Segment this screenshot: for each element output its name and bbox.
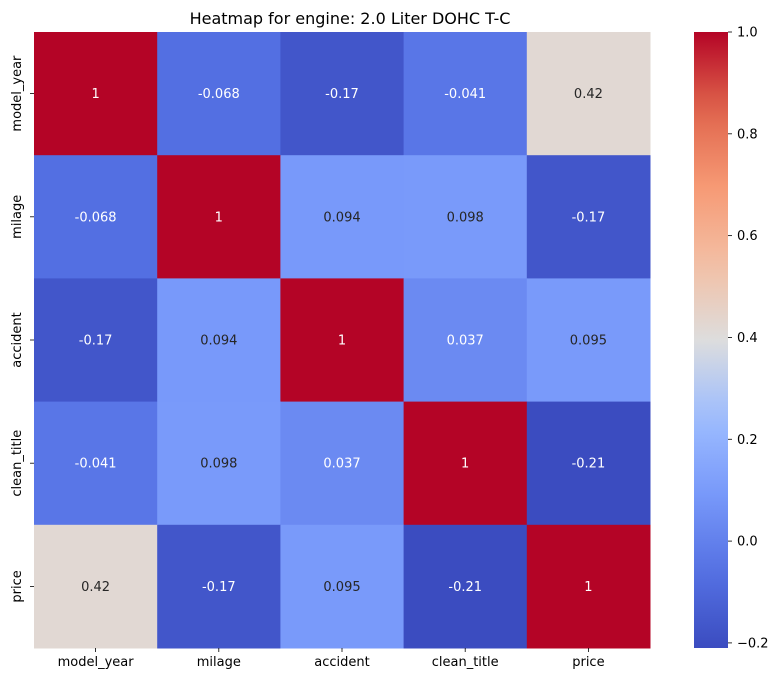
heatmap-cell	[403, 32, 528, 156]
cell-value-label: -0.068	[75, 210, 117, 225]
heatmap-cell	[526, 278, 651, 403]
cell-value-label: -0.21	[572, 457, 606, 472]
cell-value-label: 1	[215, 210, 223, 225]
heatmap-cell	[526, 401, 651, 526]
colorbar-tick-label: 0.6	[737, 229, 758, 244]
x-tick-label: milage	[197, 655, 241, 670]
heatmap-cell	[157, 524, 281, 649]
heatmap-cell	[34, 524, 158, 649]
cell-value-label: -0.041	[444, 87, 486, 102]
cell-value-label: 0.42	[81, 580, 110, 595]
cell-value-label: 0.037	[323, 457, 360, 472]
cell-value-label: -0.17	[79, 334, 113, 349]
y-tick-label: clean_title	[10, 430, 25, 497]
heatmap-cell	[526, 524, 651, 649]
y-tick-label: model_year	[10, 55, 25, 132]
chart-title: Heatmap for engine: 2.0 Liter DOHC T-C	[190, 9, 511, 28]
heatmap-cell-labels: 1 -0.068 -0.17 -0.041 0.42 -0.068 1 0.094 0.098 -…	[75, 87, 607, 595]
x-tick-label: price	[572, 655, 604, 670]
heatmap-cell	[280, 155, 405, 279]
y-tick-label: milage	[10, 195, 25, 239]
heatmap-cell	[526, 155, 651, 279]
heatmap-cell	[403, 155, 528, 279]
heatmap-cell	[280, 32, 405, 156]
y-tick-label: price	[10, 570, 25, 602]
cell-value-label: -0.041	[75, 457, 117, 472]
cell-value-label: 0.098	[200, 457, 237, 472]
y-tick-label: accident	[10, 312, 25, 367]
cell-value-label: -0.17	[325, 87, 359, 102]
cell-value-label: 0.42	[574, 87, 603, 102]
cell-value-label: 1	[461, 457, 469, 472]
heatmap-cell	[34, 278, 158, 403]
colorbar-tick-label: −0.2	[737, 636, 769, 651]
x-tick-label: accident	[314, 655, 369, 670]
heatmap-cell	[403, 401, 528, 526]
heatmap-cell	[157, 155, 281, 279]
heatmap-cells	[34, 32, 651, 649]
cell-value-label: -0.21	[448, 580, 482, 595]
heatmap-cell	[34, 32, 158, 156]
colorbar-tick-label: 0.8	[737, 127, 758, 142]
colorbar-tick-label: 0.4	[737, 331, 758, 346]
heatmap-cell	[526, 32, 651, 156]
colorbar-tick-label: 1.0	[737, 26, 758, 41]
heatmap-cell	[34, 155, 158, 279]
heatmap-cell	[280, 401, 405, 526]
heatmap-cell	[157, 32, 281, 156]
x-tick-label: model_year	[58, 655, 135, 670]
cell-value-label: 0.095	[570, 334, 607, 349]
cell-value-label: 1	[584, 580, 592, 595]
cell-value-label: -0.17	[202, 580, 236, 595]
cell-value-label: 0.037	[447, 334, 484, 349]
colorbar: −0.2 0.0 0.2 0.4 0.6 0.8 1.0	[694, 26, 769, 651]
cell-value-label: 0.094	[200, 334, 237, 349]
cell-value-label: 0.094	[323, 210, 360, 225]
cell-value-label: 0.095	[323, 580, 360, 595]
heatmap-cell	[403, 524, 528, 649]
heatmap-cell	[157, 278, 281, 403]
x-axis: model_year milage accident clean_title price	[58, 648, 605, 670]
x-tick-label: clean_title	[432, 655, 499, 670]
cell-value-label: -0.17	[572, 210, 606, 225]
colorbar-gradient	[694, 32, 728, 648]
cell-value-label: 1	[91, 87, 99, 102]
cell-value-label: 0.098	[447, 210, 484, 225]
cell-value-label: 1	[338, 334, 346, 349]
colorbar-tick-label: 0.0	[737, 535, 758, 550]
heatmap-cell	[34, 401, 158, 526]
colorbar-tick-label: 0.2	[737, 433, 758, 448]
cell-value-label: -0.068	[198, 87, 240, 102]
heatmap-cell	[157, 401, 281, 526]
heatmap-cell	[403, 278, 528, 403]
heatmap-cell	[280, 524, 405, 649]
heatmap-cell	[280, 278, 405, 403]
